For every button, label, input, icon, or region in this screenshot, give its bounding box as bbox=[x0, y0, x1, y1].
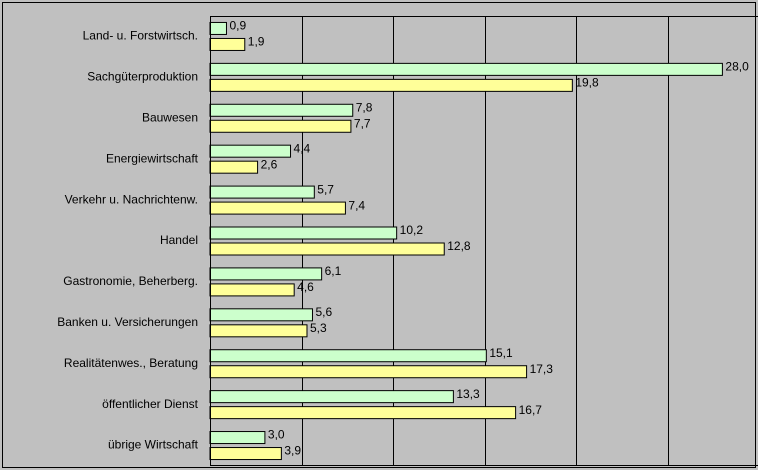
value-label: 5,3 bbox=[310, 321, 327, 335]
bar bbox=[209, 144, 292, 158]
bar bbox=[209, 283, 295, 297]
category-label: Realitätenwes., Beratung bbox=[64, 356, 198, 370]
category-label: Energiewirtschaft bbox=[106, 151, 199, 165]
category-label: Handel bbox=[160, 233, 198, 247]
bar bbox=[209, 324, 308, 338]
bar bbox=[209, 242, 445, 256]
value-label: 13,3 bbox=[456, 387, 480, 401]
bar bbox=[209, 431, 266, 445]
value-label: 5,6 bbox=[315, 305, 332, 319]
value-label: 12,8 bbox=[447, 239, 471, 253]
category-label: öffentlicher Dienst bbox=[102, 397, 198, 411]
category-label: Banken u. Versicherungen bbox=[57, 315, 198, 329]
category-label: Verkehr u. Nachrichtenw. bbox=[65, 192, 198, 206]
value-label: 2,6 bbox=[261, 157, 278, 171]
bar bbox=[209, 103, 354, 117]
value-label: 5,7 bbox=[317, 182, 334, 196]
value-label: 19,8 bbox=[575, 76, 599, 90]
category-label: Bauwesen bbox=[142, 110, 198, 124]
bar bbox=[209, 308, 313, 322]
value-label: 6,1 bbox=[325, 264, 342, 278]
bar bbox=[209, 406, 517, 420]
value-label: 3,9 bbox=[284, 444, 301, 458]
bar bbox=[209, 119, 352, 133]
value-label: 0,9 bbox=[229, 19, 246, 33]
bar bbox=[209, 21, 227, 35]
category-label: Land- u. Forstwirtsch. bbox=[83, 29, 198, 43]
bar bbox=[209, 201, 346, 215]
value-label: 7,4 bbox=[348, 198, 365, 212]
value-label: 15,1 bbox=[489, 346, 513, 360]
category-label: Sachgüterproduktion bbox=[87, 70, 198, 84]
bar bbox=[209, 226, 398, 240]
value-label: 10,2 bbox=[400, 223, 424, 237]
value-label: 4,4 bbox=[294, 141, 311, 155]
bar bbox=[209, 365, 528, 379]
value-label: 17,3 bbox=[530, 362, 554, 376]
value-label: 7,7 bbox=[354, 116, 371, 130]
bar bbox=[209, 62, 723, 76]
bar bbox=[209, 160, 259, 174]
value-label: 1,9 bbox=[248, 35, 265, 49]
bar bbox=[209, 349, 487, 363]
value-label: 7,8 bbox=[356, 100, 373, 114]
bar bbox=[209, 267, 323, 281]
bar bbox=[209, 185, 315, 199]
bar bbox=[209, 37, 246, 51]
value-label: 4,6 bbox=[297, 280, 314, 294]
category-label: übrige Wirtschaft bbox=[108, 438, 199, 452]
value-label: 16,7 bbox=[519, 403, 543, 417]
category-label: Gastronomie, Beherberg. bbox=[63, 274, 198, 288]
bar bbox=[209, 447, 282, 461]
bar bbox=[209, 78, 573, 92]
value-label: 28,0 bbox=[725, 60, 749, 74]
bar bbox=[209, 390, 454, 404]
value-label: 3,0 bbox=[268, 428, 285, 442]
